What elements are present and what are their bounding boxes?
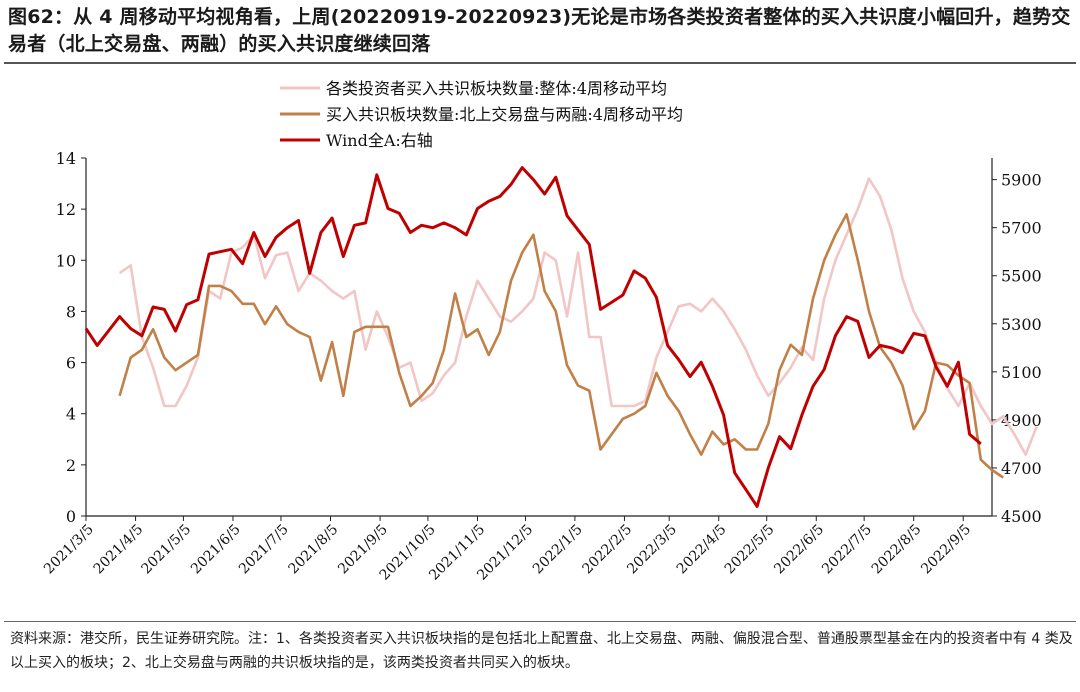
y-left-tick-label: 8 [66,302,76,321]
y-right-tick-label: 5700 [1001,219,1042,238]
x-tick-label: 2021/5/5 [138,522,194,578]
y-right-tick-label: 4500 [1001,507,1042,526]
x-tick-label: 2022/3/5 [624,522,680,578]
source-footnote: 资料来源：港交所，民生证券研究院。注：1、各类投资者买入共识板块指的是包括北上配… [10,631,1073,671]
x-tick-label: 2021/6/5 [188,522,244,578]
x-tick-label: 2022/7/5 [819,522,875,578]
x-tick-label: 2022/4/5 [674,522,730,578]
x-tick-label: 2021/8/5 [286,522,342,578]
legend: 各类投资者买入共识板块数量:整体:4周移动平均 买入共识板块数量:北上交易盘与两… [280,79,683,150]
y-right-tick-label: 5900 [1001,171,1042,190]
x-tick-label: 2022/6/5 [771,522,827,578]
series-lines [84,166,1038,508]
title-divider [4,62,1076,64]
series-line-wind-all-a [84,166,982,508]
x-tick-label: 2022/5/5 [722,522,778,578]
y-left-tick-label: 6 [66,354,76,373]
legend-label-north-margin: 买入共识板块数量:北上交易盘与两融:4周移动平均 [326,105,683,124]
y-right-tick-label: 5300 [1001,315,1042,334]
y-axis-right-ticks: 4500 4700 4900 5100 5300 5500 5700 5900 [992,171,1042,526]
y-left-tick-label: 12 [56,200,76,219]
x-tick-label: 2021/3/5 [41,522,97,578]
y-left-tick-label: 10 [56,251,76,270]
x-tick-label: 2021/7/5 [236,522,292,578]
x-tick-label: 2021/4/5 [91,522,147,578]
y-right-tick-label: 5500 [1001,267,1042,286]
y-axis-left-ticks: 0 2 4 6 8 10 12 14 [56,149,86,526]
y-left-tick-label: 2 [66,456,76,475]
x-axis-ticks: 2021/3/52021/4/52021/5/52021/6/52021/7/5… [41,516,974,584]
y-right-tick-label: 4700 [1001,459,1042,478]
y-right-tick-label: 5100 [1001,363,1042,382]
footnote-divider [4,621,1076,622]
line-chart: 各类投资者买入共识板块数量:整体:4周移动平均 买入共识板块数量:北上交易盘与两… [41,79,1042,584]
y-right-tick-label: 4900 [1001,411,1042,430]
series-line-overall [118,177,1038,456]
x-tick-label: 2022/1/5 [530,522,586,578]
page-title: 图62：从 4 周移动平均视角看，上周(20220919-20220923)无论… [8,6,1071,55]
series-line-north-margin [118,213,1004,479]
legend-label-wind: Wind全A:右轴 [326,131,433,150]
x-tick-label: 2022/8/5 [869,522,925,578]
y-left-tick-label: 4 [66,405,76,424]
legend-label-overall: 各类投资者买入共识板块数量:整体:4周移动平均 [326,79,667,98]
y-left-tick-label: 0 [66,507,76,526]
x-tick-label: 2022/9/5 [918,522,974,578]
y-left-tick-label: 14 [56,149,76,168]
